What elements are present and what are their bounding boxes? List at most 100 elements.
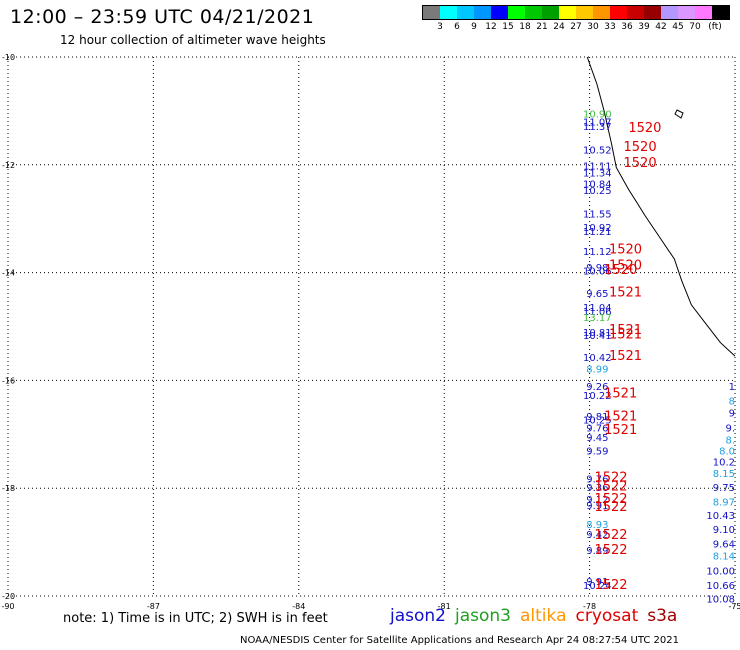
wave-height-value: 8.0 — [719, 446, 735, 457]
wave-height-value: 9.59 — [586, 446, 608, 457]
wave-height-value: 10.84 — [583, 180, 612, 191]
legend-label: 27 — [570, 22, 582, 32]
wave-height-value: 10.25 — [583, 186, 612, 197]
wave-height-value: 9.64 — [713, 540, 735, 551]
wave-height-value: 11.12 — [583, 247, 612, 258]
satellite-name: s3a — [647, 606, 678, 626]
pass-time-label: 1520 — [609, 242, 642, 257]
wave-height-value: 10.43 — [706, 511, 735, 522]
wave-height-value: 10.42 — [583, 353, 612, 364]
wave-height-value: 10.22 — [583, 391, 612, 402]
legend-label: 33 — [604, 22, 616, 32]
wave-height-value: 8.97 — [713, 498, 735, 509]
wave-height-value: 9.98 — [586, 263, 608, 274]
chart-subtitle: 12 hour collection of altimeter wave hei… — [60, 33, 326, 47]
wave-height-value: 10.08 — [706, 595, 735, 606]
wave-height-value: 13.17 — [583, 313, 612, 324]
pass-time-label: 1520 — [624, 156, 657, 171]
wave-height-value: 8.14 — [713, 552, 735, 563]
legend-label: 18 — [519, 22, 531, 32]
pass-time-label: 1522 — [594, 480, 627, 495]
y-tick-label: -18 — [2, 484, 15, 493]
legend-swatch — [542, 6, 559, 19]
wave-height-value: 9.89 — [586, 546, 608, 557]
legend-label: 15 — [502, 22, 514, 32]
legend-swatch — [440, 6, 457, 19]
wave-height-value: 9.12 — [586, 495, 608, 506]
wave-height-value: 10.92 — [583, 223, 612, 234]
credit-line: NOAA/NESDIS Center for Satellite Applica… — [240, 635, 679, 646]
y-tick-label: -14 — [2, 269, 15, 278]
pass-time-label: 1522 — [594, 470, 627, 485]
wave-height-value: 9.76 — [586, 474, 608, 485]
x-tick-label: -90 — [1, 602, 14, 611]
wave-height-value: 10.90 — [583, 110, 612, 121]
wave-height-value: 10.00 — [706, 567, 735, 578]
pass-time-label: 1522 — [594, 492, 627, 507]
legend-swatch — [661, 6, 678, 19]
legend-swatch — [576, 6, 593, 19]
wave-height-value: 9.91 — [586, 501, 608, 512]
color-scale-labels: 3 6 9 12 15 18 21 24 27 30 33 36 39 42 45 70 (ft) — [422, 20, 730, 34]
wave-height-value: 10.41 — [583, 331, 612, 342]
x-tick-label: -84 — [292, 602, 305, 611]
wave-height-value: 8 — [729, 396, 735, 407]
wave-height-value: 10.25 — [583, 416, 612, 427]
wave-height-value: 9.65 — [586, 289, 608, 300]
legend-swatch — [508, 6, 525, 19]
x-tick-label: -87 — [147, 602, 160, 611]
legend-label: 45 — [672, 22, 684, 32]
wave-height-value: 9.26 — [586, 382, 608, 393]
legend-swatch — [712, 6, 729, 19]
legend-swatch — [644, 6, 661, 19]
pass-time-label: 1521 — [604, 423, 637, 438]
footer-note: note: 1) Time is in UTC; 2) SWH is in fe… — [63, 611, 328, 626]
pass-time-label: 1521 — [609, 328, 642, 343]
wave-height-value: 10.52 — [583, 146, 612, 157]
coastline-path — [586, 56, 736, 357]
wave-height-value: 8.99 — [586, 365, 608, 376]
pass-time-label: 1521 — [609, 285, 642, 300]
legend-label: 24 — [553, 22, 565, 32]
pass-time-label: 1522 — [594, 500, 627, 515]
axis-ticks: -90 -87 -84 -81 -78 -75 -10 -12 -14 -16 -18 -20 — [1, 53, 740, 611]
wave-height-value: 9.76 — [586, 423, 608, 434]
legend-label: 42 — [655, 22, 667, 32]
wave-height-value: 11.11 — [583, 161, 612, 172]
wave-height-value: 11.07 — [583, 118, 612, 129]
wave-height-value: 10.2 — [713, 457, 735, 468]
pass-time-label: 1521 — [604, 409, 637, 424]
wave-height-value: 10.81 — [583, 328, 612, 339]
wave-height-value: 10.66 — [706, 581, 735, 592]
pass-time-label: 1522 — [594, 578, 627, 593]
legend-swatch — [627, 6, 644, 19]
wave-height-value: 9. — [725, 423, 735, 434]
wave-height-value: 9.36 — [586, 483, 608, 494]
color-swatches — [422, 5, 730, 20]
legend-swatch — [423, 6, 440, 19]
pass-time-label: 1520 — [604, 263, 637, 278]
legend-label: 6 — [454, 22, 460, 32]
coastline — [586, 56, 736, 357]
wave-height-value: 11.55 — [583, 209, 612, 220]
legend-label: 12 — [485, 22, 497, 32]
island-outline — [674, 109, 684, 119]
pass-time-labels: 1520152015201520152015201521152115211521… — [594, 121, 661, 593]
color-scale-legend: 3 6 9 12 15 18 21 24 27 30 33 36 39 42 45 70 (ft) — [422, 5, 730, 34]
wave-height-value: 11.37 — [583, 122, 612, 133]
wave-height-value: 9.75 — [713, 483, 735, 494]
wave-height-value: 11.04 — [583, 303, 612, 314]
satellite-name: cryosat — [575, 606, 639, 626]
satellite-name: altika — [520, 606, 567, 626]
legend-label: 70 — [689, 22, 701, 32]
wave-height-value: 1 — [729, 382, 735, 393]
legend-label: 3 — [437, 22, 443, 32]
legend-label: 39 — [638, 22, 650, 32]
wave-height-value: 11.06 — [583, 307, 612, 318]
wave-height-value: 10.06 — [583, 266, 612, 277]
wave-height-labels: 10.9011.0711.3710.5211.1111.3410.8410.25… — [583, 110, 735, 606]
legend-label: 9 — [471, 22, 477, 32]
wave-height-value: 9.45 — [586, 433, 608, 444]
legend-label: 30 — [587, 22, 599, 32]
